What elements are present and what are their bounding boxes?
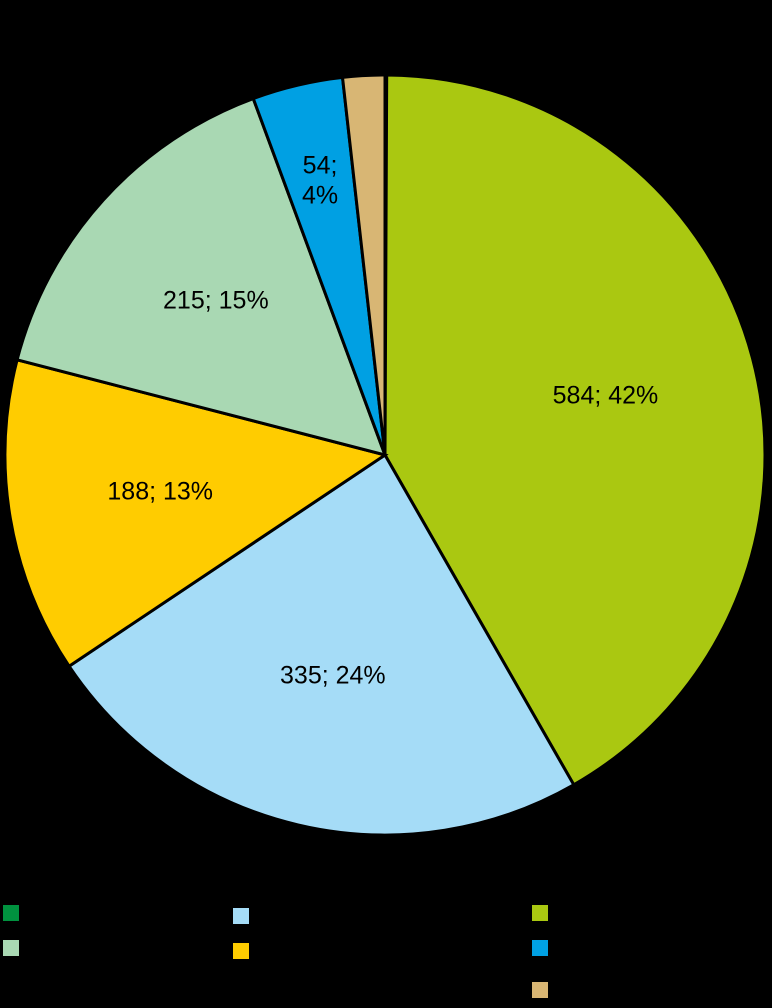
data-label: 54; 4%: [302, 151, 338, 209]
legend-swatch: [532, 940, 548, 956]
data-label-line: 54;: [303, 151, 338, 179]
legend-swatch: [3, 940, 19, 956]
pie-slice: [15, 96, 388, 458]
legend-swatch: [233, 908, 249, 924]
pie-slice: [67, 452, 576, 837]
legend-swatch: [3, 905, 19, 921]
pie-slice: [340, 73, 387, 456]
data-label: 584; 42%: [553, 382, 659, 410]
pie-slice: [383, 73, 767, 787]
data-label: 188; 13%: [107, 478, 213, 506]
legend-swatch: [532, 982, 548, 998]
data-label: 215; 15%: [163, 287, 269, 315]
pie-slice: [3, 357, 389, 669]
data-label-line: 4%: [302, 181, 338, 209]
legend-swatch: [233, 943, 249, 959]
data-label: 335; 24%: [280, 662, 386, 690]
legend-swatch: [532, 905, 548, 921]
